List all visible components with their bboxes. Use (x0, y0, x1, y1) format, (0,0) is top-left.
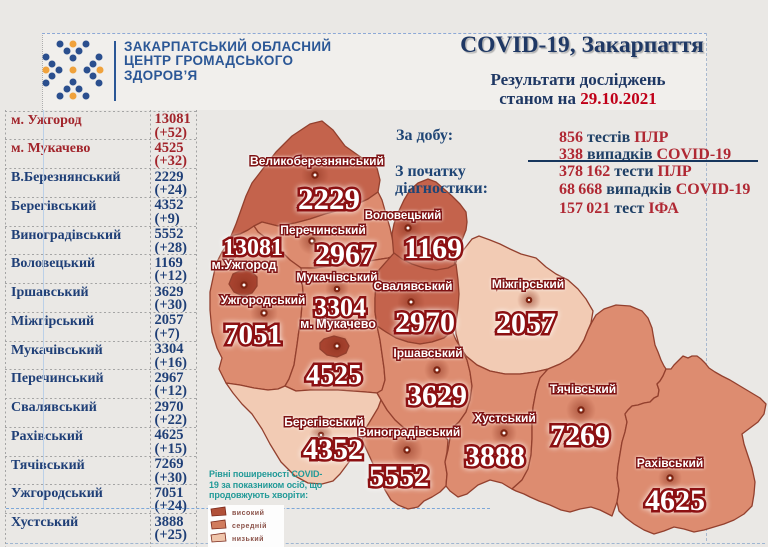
svg-text:3629: 3629 (407, 379, 467, 412)
svg-text:2057: 2057 (496, 307, 556, 340)
svg-text:Іршавський: Іршавський (393, 346, 462, 360)
svg-text:4352: 4352 (303, 433, 363, 466)
svg-text:2970: 2970 (395, 306, 455, 339)
svg-text:Свалявський: Свалявський (373, 279, 452, 293)
svg-text:м.Ужгород: м.Ужгород (212, 258, 277, 272)
svg-text:низький: низький (232, 535, 264, 543)
svg-text:1169: 1169 (404, 232, 462, 265)
svg-text:Міжгірський: Міжгірський (492, 277, 564, 291)
svg-text:Мукачівський: Мукачівський (296, 270, 377, 284)
svg-text:3304: 3304 (314, 293, 366, 322)
svg-text:Перечинський: Перечинський (280, 223, 365, 237)
svg-text:2229: 2229 (298, 181, 360, 216)
svg-text:Великоберезнянський: Великоберезнянський (250, 154, 384, 168)
svg-text:м. Мукачево: м. Мукачево (300, 317, 376, 331)
svg-text:7051: 7051 (224, 319, 282, 351)
svg-text:4625: 4625 (645, 484, 705, 517)
svg-text:5552: 5552 (369, 460, 429, 493)
svg-text:Берегівський: Берегівський (284, 415, 364, 429)
svg-text:середній: середній (232, 522, 267, 530)
svg-text:Виноградівський: Виноградівський (358, 425, 460, 439)
svg-text:Ужгородський: Ужгородський (221, 293, 306, 307)
svg-text:Тячівський: Тячівський (550, 382, 616, 396)
svg-text:Воловецький: Воловецький (365, 210, 442, 222)
svg-text:4525: 4525 (306, 360, 362, 391)
svg-text:2967: 2967 (315, 238, 375, 271)
svg-text:13081: 13081 (223, 235, 283, 261)
svg-text:Хустський: Хустський (474, 411, 535, 425)
svg-text:7269: 7269 (550, 419, 610, 452)
svg-text:3888: 3888 (465, 440, 525, 473)
svg-text:Рахівський: Рахівський (637, 456, 703, 470)
svg-text:високий: високий (232, 509, 264, 517)
